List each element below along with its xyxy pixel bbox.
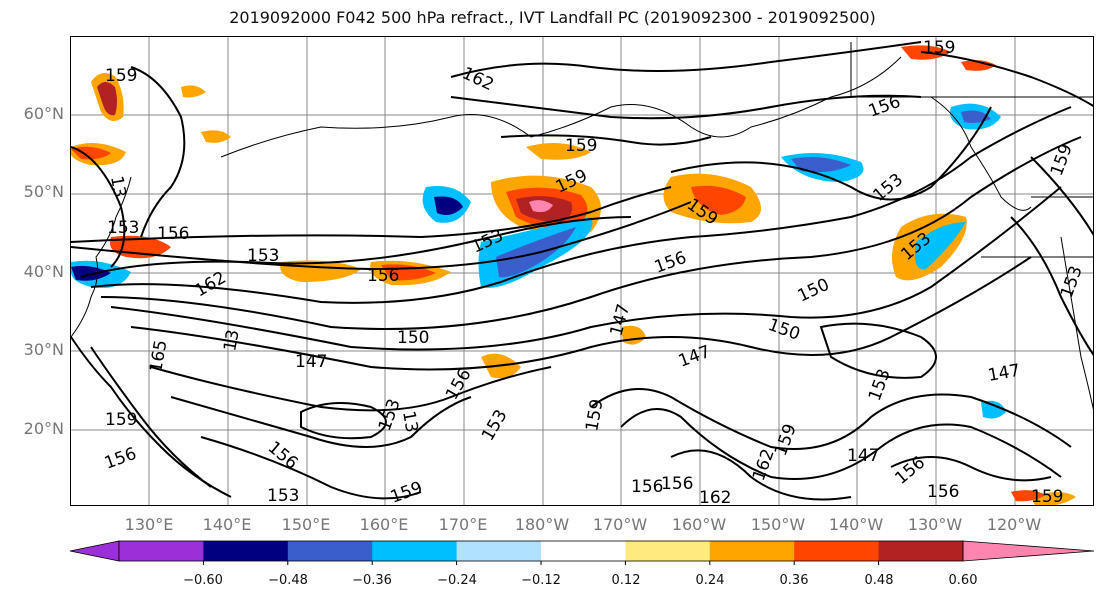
contour-label: 159 (1031, 487, 1063, 506)
coastlines (71, 42, 1093, 410)
contour-label: 156 (631, 477, 663, 497)
lat-label: 20°N (23, 419, 64, 438)
colorbar-tick-label: −0.12 (521, 573, 561, 588)
colorbar-segment (203, 541, 289, 561)
lon-label: 160°E (359, 515, 409, 534)
contour-label: 13 (398, 409, 421, 434)
contour-label: 156 (367, 266, 399, 286)
contour-label: 159 (105, 66, 137, 86)
contour-label: 159 (565, 136, 597, 156)
contour-label: 150 (397, 328, 429, 348)
colorbar-segment (541, 541, 626, 561)
lon-label: 170°W (592, 515, 648, 534)
lat-label: 40°N (23, 262, 64, 281)
colorbar-extend-low (69, 540, 120, 562)
contour-label: 162 (699, 488, 731, 506)
colorbar-tick-label: 0.12 (611, 573, 641, 588)
colorbar-tick-label: −0.24 (437, 573, 477, 588)
lat-label: 60°N (23, 104, 64, 123)
map-panel: 159 162 159 156 153 156 153 156 159 159 … (70, 36, 1094, 506)
colorbar-tick-label: 0.60 (948, 573, 978, 588)
contour-label: 153 (247, 246, 279, 266)
contour-label: 147 (295, 352, 327, 372)
colorbar-tick-label: −0.60 (183, 573, 223, 588)
colorbar-tick-label: −0.48 (268, 573, 308, 588)
colorbar-tick-label: 0.36 (779, 573, 809, 588)
lon-label: 180°W (514, 515, 570, 534)
lat-label: 50°N (23, 182, 64, 201)
colorbar-segment (878, 541, 964, 561)
colorbar-segment (709, 541, 795, 561)
contour-label: 13 (106, 174, 129, 199)
lon-label: 150°W (750, 515, 806, 534)
lon-label: 170°E (438, 515, 488, 534)
colorbar-segment (287, 541, 373, 561)
lon-label: 140°W (828, 515, 884, 534)
colorbar-segment (119, 541, 204, 561)
map-title: 2019092000 F042 500 hPa refract., IVT La… (229, 8, 876, 27)
contour-label: 153 (267, 486, 299, 506)
colorbar-tick-label: 0.48 (864, 573, 894, 588)
lon-label: 120°W (986, 515, 1042, 534)
lon-label: 150°E (281, 515, 331, 534)
contour-label: 147 (847, 446, 879, 466)
lat-label: 30°N (23, 340, 64, 359)
contour-label: 153 (107, 218, 139, 238)
contour-label: 159 (923, 38, 955, 58)
lon-label: 130°E (124, 515, 174, 534)
lon-label: 140°E (202, 515, 252, 534)
colorbar-tick-label: −0.36 (352, 573, 392, 588)
contour-label: 156 (927, 482, 959, 502)
colorbar-segment (456, 541, 542, 561)
graticule (71, 37, 1093, 505)
contour-label: 156 (157, 224, 189, 244)
contour-lines (71, 41, 1093, 501)
colorbar-segment (372, 541, 458, 561)
contour-label: 13 (220, 328, 243, 353)
colorbar-tick-label: 0.24 (695, 573, 725, 588)
contour-labels: 159 162 159 156 153 156 153 156 159 159 … (102, 38, 1087, 506)
colorbar-extend-high (962, 540, 1095, 562)
lon-label: 160°W (671, 515, 727, 534)
colorbar-segment (794, 541, 880, 561)
map-canvas: 159 162 159 156 153 156 153 156 159 159 … (71, 37, 1093, 506)
contour-label: 159 (105, 410, 137, 430)
lon-label: 130°W (907, 515, 963, 534)
colorbar-segment (625, 541, 711, 561)
contour-label: 156 (661, 474, 693, 494)
